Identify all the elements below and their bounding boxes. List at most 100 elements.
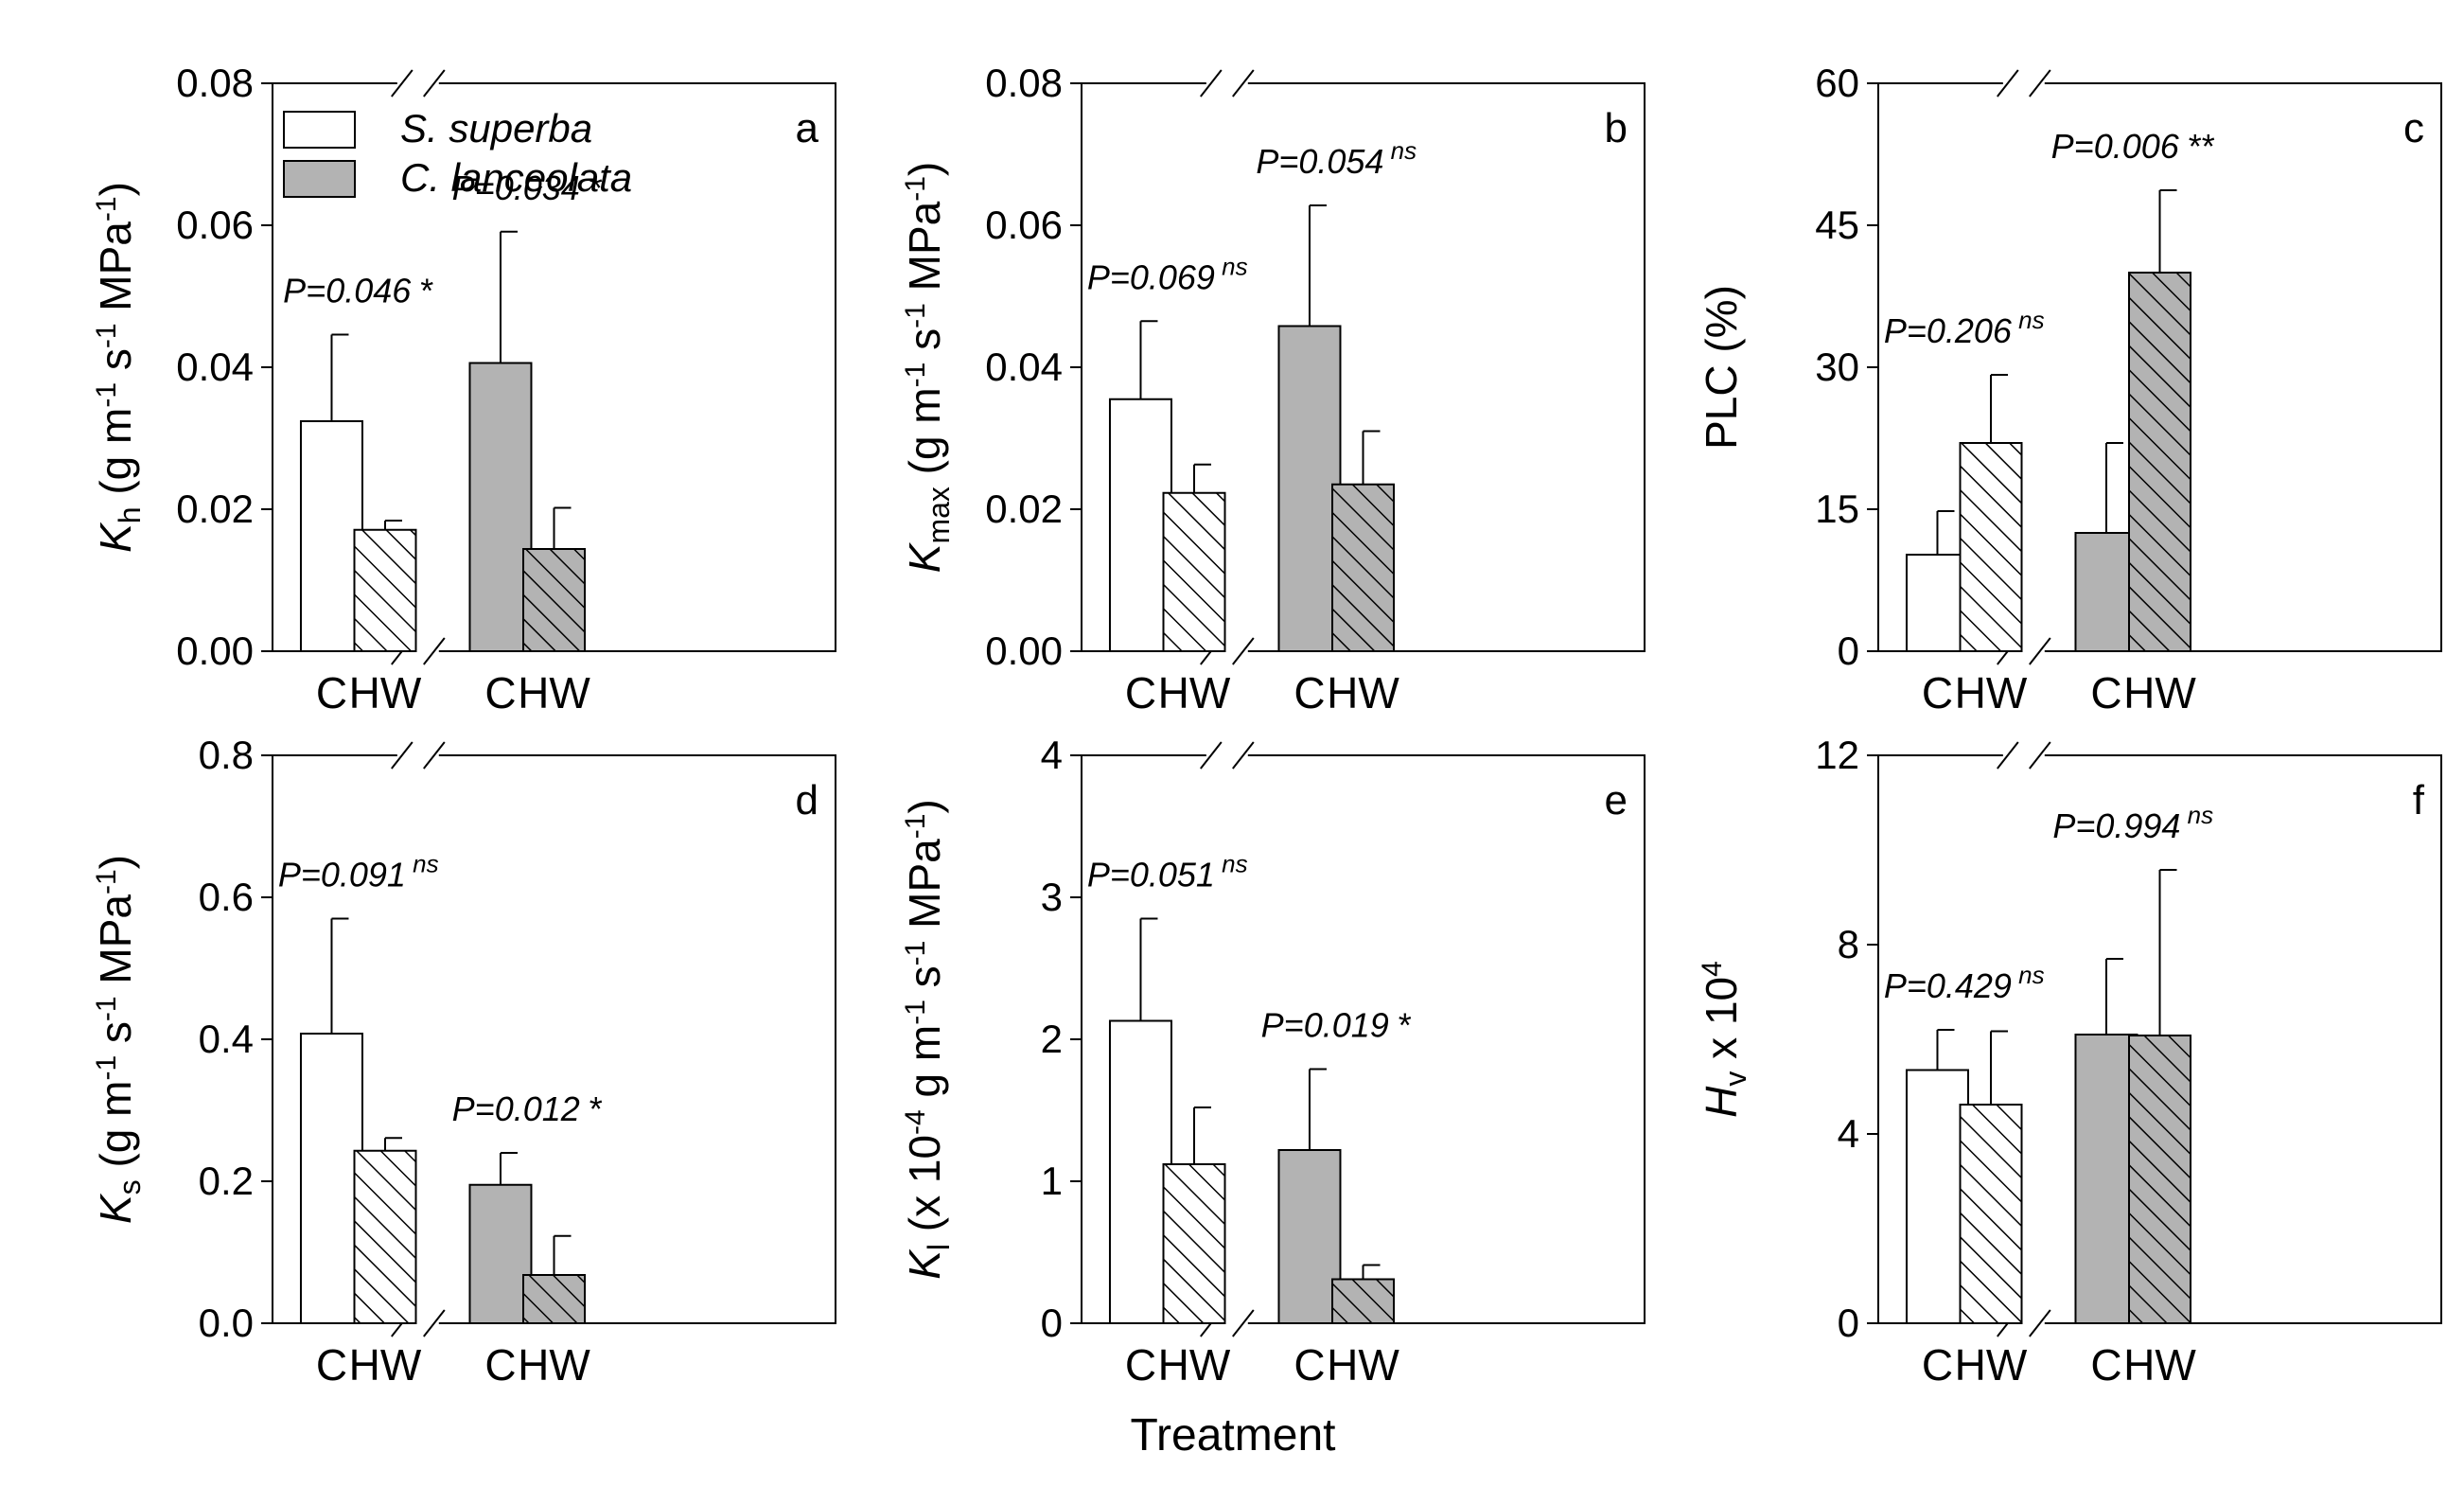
x-category-label: C — [1125, 1340, 1156, 1390]
y-tick-label: 0.00 — [176, 628, 254, 673]
y-axis-symbol: H — [1697, 1086, 1746, 1118]
p-value-annotation: P=0.206 ns — [1884, 306, 2045, 350]
panel-letter: f — [2413, 777, 2425, 823]
axis-break-mark — [423, 741, 446, 770]
axis-break-mark — [2029, 637, 2051, 665]
bar-ssuperba-c — [299, 1033, 363, 1324]
axis-break-mark — [2029, 741, 2051, 770]
bar-clanceolata-hw — [522, 1274, 586, 1324]
y-axis-unit-part: -1 — [900, 363, 931, 388]
axis-break-mark — [423, 1309, 446, 1337]
p-value-text: P=0.091 — [278, 856, 406, 894]
x-category-label: C — [1922, 1340, 1953, 1390]
y-axis-unit-part: -1 — [900, 303, 931, 328]
x-category-label: HW — [1955, 1340, 2028, 1390]
p-value-text: P=0.034 — [452, 168, 580, 207]
legend-label: C. lanceolata — [400, 155, 632, 200]
bar-ssuperba-c — [1905, 554, 1969, 652]
x-category-label: HW — [2123, 1340, 2196, 1390]
p-value-annotation: P=0.069 ns — [1087, 252, 1248, 296]
legend-label: S. superba — [400, 106, 592, 150]
y-axis-unit-part: MPa — [900, 201, 949, 303]
y-axis-unit-part: MPa — [91, 894, 140, 997]
y-axis-unit-part: -1 — [900, 814, 931, 840]
axis-break-gap — [1206, 752, 1248, 759]
y-axis-title: Ks (g m-1 s-1 MPa-1) — [91, 855, 147, 1224]
legend-swatch — [283, 160, 356, 198]
y-tick-label: 0.4 — [199, 1017, 254, 1061]
significance-marker: * — [580, 1089, 603, 1128]
y-axis-unit-part: ) — [900, 162, 949, 176]
p-value-text: P=0.019 — [1261, 1006, 1389, 1045]
significance-marker: ** — [2179, 127, 2215, 166]
x-category-label: HW — [2123, 668, 2196, 717]
axis-break-mark — [1200, 69, 1223, 97]
axis-break-mark — [2029, 69, 2051, 97]
y-tick-label: 60 — [1815, 61, 1859, 105]
y-axis-unit-part: s — [91, 348, 140, 382]
x-category-label: HW — [1955, 668, 2028, 717]
p-value-text: P=0.994 — [2052, 806, 2180, 845]
y-axis-subscript: max — [922, 487, 956, 543]
bar-ssuperba-c — [299, 420, 363, 652]
bar-clanceolata-c — [1277, 1149, 1342, 1324]
significance-marker: ns — [2180, 801, 2213, 829]
y-tick-label: 15 — [1815, 487, 1859, 531]
bar-ssuperba-hw — [1959, 1104, 2023, 1324]
axis-break-gap — [396, 1319, 439, 1327]
y-axis-unit-part: -4 — [900, 1109, 931, 1135]
y-tick-label: 0 — [1838, 628, 1859, 673]
bar-clanceolata-hw — [1331, 1278, 1395, 1324]
bar-clanceolata-hw — [2128, 272, 2191, 652]
y-axis-unit-part: g m — [900, 1025, 949, 1109]
axis-break-mark — [423, 637, 446, 665]
y-axis-unit-part: s — [91, 1021, 140, 1055]
y-axis-unit-part: (g m — [91, 1081, 140, 1180]
x-category-label: C — [2090, 1340, 2121, 1390]
y-axis-title: PLC (%) — [1697, 285, 1746, 450]
bar-ssuperba-hw — [353, 528, 417, 652]
y-tick-label: 0.00 — [985, 628, 1063, 673]
bar-clanceolata-c — [1277, 325, 1342, 652]
y-tick-label: 0.8 — [199, 733, 254, 777]
y-tick-label: 0 — [1041, 1301, 1063, 1345]
significance-marker: * — [1389, 1006, 1412, 1045]
y-tick-label: 0 — [1838, 1301, 1859, 1345]
y-axis-subscript: s — [113, 1179, 147, 1195]
significance-marker: ns — [1215, 850, 1248, 878]
x-category-label: C — [316, 1340, 347, 1390]
y-axis-title: Kh (g m-1 s-1 MPa-1) — [91, 182, 147, 553]
y-tick-label: 0.06 — [176, 203, 254, 247]
axis-break-mark — [1232, 741, 1255, 770]
y-axis-unit-part: -1 — [91, 1055, 122, 1081]
x-category-label: C — [484, 668, 516, 717]
y-axis-unit-part: x 10 — [1697, 977, 1746, 1071]
y-tick-label: 3 — [1041, 875, 1063, 919]
significance-marker: * — [411, 272, 433, 310]
p-value-text: P=0.051 — [1087, 856, 1215, 894]
axis-break-mark — [2029, 1309, 2051, 1337]
y-axis-title: Kmax (g m-1 s-1 MPa-1) — [900, 162, 956, 573]
panel-letter: b — [1605, 105, 1628, 151]
x-category-label: C — [1294, 1340, 1325, 1390]
y-tick-label: 1 — [1041, 1159, 1063, 1203]
p-value-annotation: P=0.006 ** — [2051, 127, 2215, 166]
p-value-text: P=0.069 — [1087, 257, 1215, 296]
p-value-annotation: P=0.994 ns — [2052, 801, 2213, 845]
y-tick-label: 12 — [1815, 733, 1859, 777]
axis-break-gap — [1206, 647, 1248, 655]
y-axis-unit-part: ) — [91, 855, 140, 869]
x-category-label: C — [1922, 668, 1953, 717]
bar-clanceolata-hw — [2128, 1035, 2191, 1324]
p-value-annotation: P=0.012 * — [452, 1089, 603, 1128]
bar-ssuperba-c — [1905, 1069, 1969, 1324]
panel-letter: a — [796, 105, 819, 151]
axis-break-mark — [391, 741, 414, 770]
bar-clanceolata-c — [2074, 532, 2138, 652]
axis-break-mark — [391, 69, 414, 97]
y-tick-label: 45 — [1815, 203, 1859, 247]
y-tick-label: 0.0 — [199, 1301, 254, 1345]
y-axis-unit-part: -1 — [900, 1000, 931, 1025]
